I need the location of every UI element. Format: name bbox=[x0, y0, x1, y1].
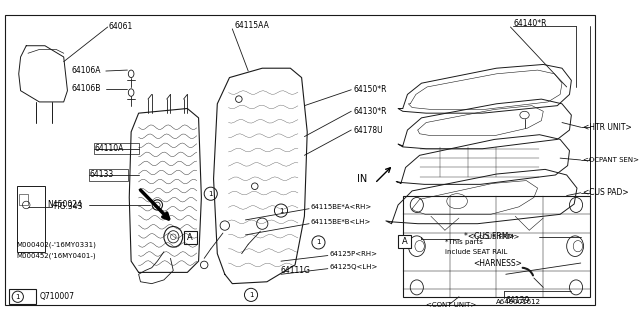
Bar bbox=[17, 186, 45, 252]
Text: 64106A: 64106A bbox=[71, 66, 100, 75]
Text: *This parts: *This parts bbox=[445, 239, 483, 245]
Text: M000452('16MY0401-): M000452('16MY0401-) bbox=[17, 252, 97, 259]
Text: M000402(-'16MY0331): M000402(-'16MY0331) bbox=[17, 241, 97, 248]
Text: A640001612: A640001612 bbox=[497, 300, 541, 305]
Text: 64106B: 64106B bbox=[71, 84, 100, 93]
Text: 64115BE*B<LH>: 64115BE*B<LH> bbox=[311, 219, 371, 225]
Text: include SEAT RAIL: include SEAT RAIL bbox=[445, 249, 508, 255]
Text: 64061: 64061 bbox=[109, 22, 133, 31]
Text: 64125Q<LH>: 64125Q<LH> bbox=[330, 264, 378, 270]
Text: <CUS PAD>: <CUS PAD> bbox=[582, 188, 628, 197]
Text: *<CUS FRM>: *<CUS FRM> bbox=[463, 232, 515, 241]
FancyBboxPatch shape bbox=[184, 231, 196, 244]
Text: 64140*R: 64140*R bbox=[513, 19, 547, 28]
Text: 1: 1 bbox=[209, 191, 213, 197]
Text: 64150*R: 64150*R bbox=[353, 85, 387, 94]
Text: 64125P<RH>: 64125P<RH> bbox=[330, 251, 378, 257]
Text: N450024: N450024 bbox=[47, 200, 82, 210]
Bar bbox=[89, 169, 129, 180]
Text: 64111G: 64111G bbox=[281, 266, 311, 275]
Text: 1: 1 bbox=[316, 239, 321, 245]
Text: IN: IN bbox=[357, 174, 367, 184]
Text: 1: 1 bbox=[249, 292, 253, 298]
Text: <OCPANT SEN>: <OCPANT SEN> bbox=[582, 157, 639, 163]
Text: FIG.343: FIG.343 bbox=[53, 202, 83, 211]
Text: 64139: 64139 bbox=[506, 296, 530, 305]
Bar bbox=[10, 289, 36, 304]
FancyBboxPatch shape bbox=[398, 235, 411, 248]
Text: 64178U: 64178U bbox=[353, 125, 383, 134]
Text: 1: 1 bbox=[279, 208, 284, 213]
Bar bbox=[19, 194, 28, 205]
Text: <CONT UNIT>: <CONT UNIT> bbox=[426, 302, 476, 308]
Text: A: A bbox=[402, 237, 408, 246]
Text: 64130*R: 64130*R bbox=[353, 107, 387, 116]
Bar bbox=[403, 196, 590, 297]
Text: 64133: 64133 bbox=[90, 171, 114, 180]
Bar bbox=[93, 143, 139, 154]
Text: 64110A: 64110A bbox=[95, 144, 124, 153]
Text: *<CUS FRM>: *<CUS FRM> bbox=[473, 234, 520, 240]
Text: <HTR UNIT>: <HTR UNIT> bbox=[582, 123, 631, 132]
Text: Q710007: Q710007 bbox=[39, 292, 74, 301]
Text: 64115AA: 64115AA bbox=[234, 20, 269, 30]
Text: 1: 1 bbox=[15, 294, 20, 300]
Text: 64115BE*A<RH>: 64115BE*A<RH> bbox=[311, 204, 372, 210]
Text: <HARNESS>: <HARNESS> bbox=[473, 259, 522, 268]
Text: A: A bbox=[188, 233, 193, 242]
